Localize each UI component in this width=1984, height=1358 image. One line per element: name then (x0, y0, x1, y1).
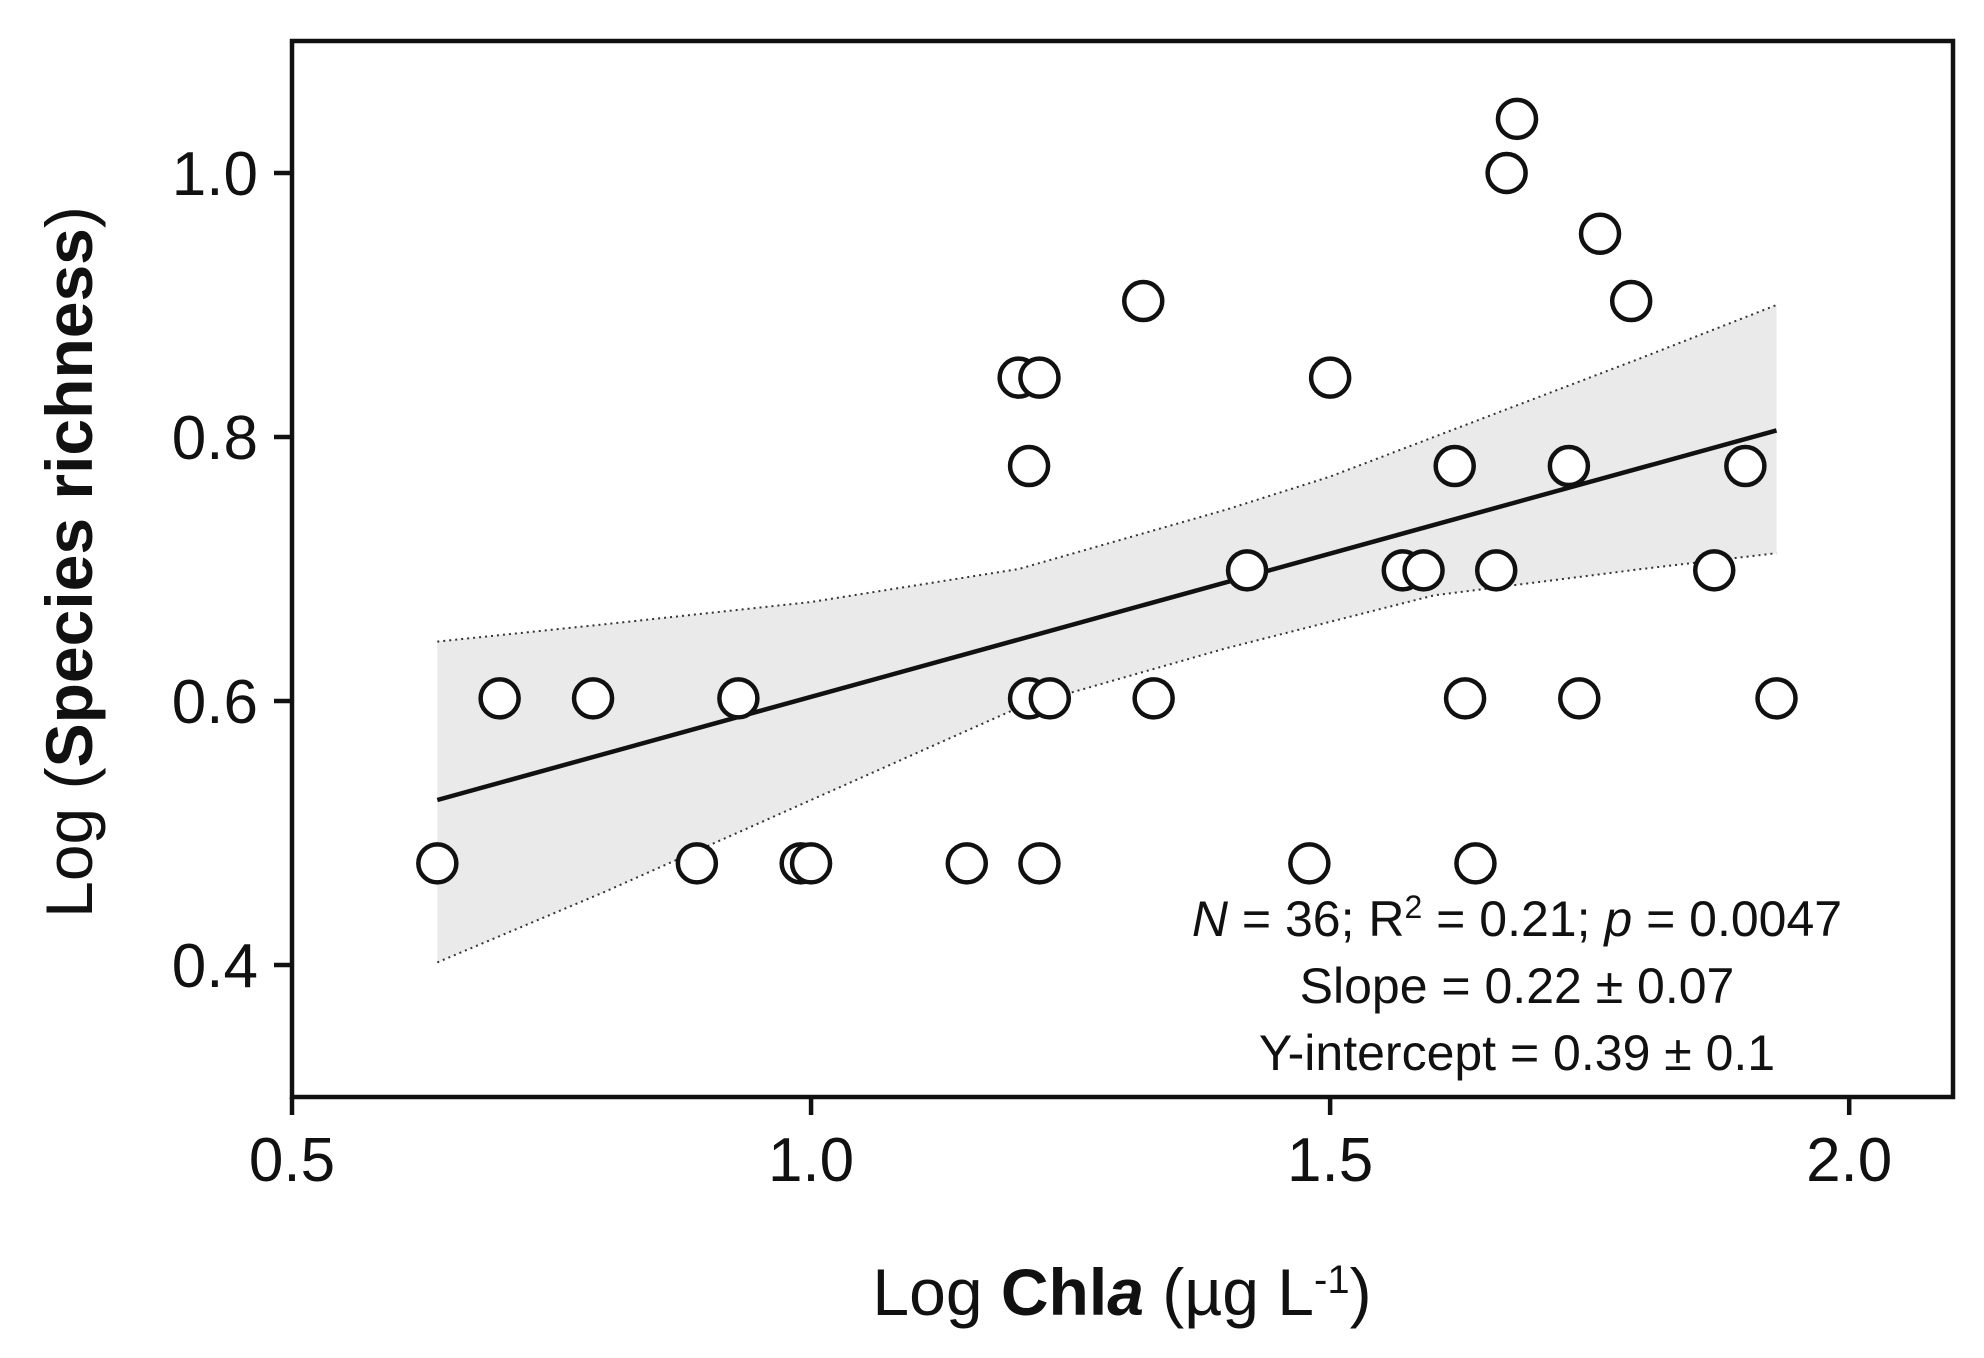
data-point (571, 677, 615, 720)
data-point (1755, 677, 1798, 720)
y-tick-label: 0.6 (172, 668, 258, 737)
x-axis-title-bold: Chl (1001, 1255, 1107, 1329)
data-point (1578, 212, 1622, 255)
data-point (1443, 677, 1487, 720)
data-point (1225, 549, 1269, 592)
y-axis-title: Log (Species richness) (32, 206, 106, 918)
data-point (478, 677, 521, 720)
stats-p-label: p (1602, 891, 1632, 947)
x-tick-label: 0.5 (249, 1126, 335, 1195)
data-point (1132, 677, 1175, 720)
data-point (1485, 151, 1528, 195)
data-point (789, 842, 833, 885)
x-axis-title-prefix: Log (872, 1255, 1000, 1329)
data-point (717, 677, 760, 720)
data-point (675, 842, 719, 885)
stats-n-value: = 36; R (1228, 891, 1405, 947)
data-point (1495, 97, 1539, 141)
data-point (1474, 549, 1518, 592)
data-point (1692, 549, 1736, 592)
plot-area (416, 97, 1798, 964)
y-tick-label: 0.4 (172, 932, 258, 1001)
x-axis-title-suffix: (µg L (1144, 1255, 1314, 1329)
data-point (416, 842, 459, 885)
data-point (1018, 842, 1061, 885)
data-point (945, 842, 989, 885)
x-axis-title-close: ) (1350, 1255, 1372, 1329)
y-tick-label: 0.8 (172, 404, 258, 473)
stats-line-2: Slope = 0.22 ± 0.07 (1300, 958, 1735, 1014)
confidence-band-upper (437, 304, 1777, 643)
y-axis-title-prefix: Log ( (32, 767, 106, 917)
regression-line (436, 428, 1778, 803)
x-tick-label: 1.5 (1287, 1126, 1373, 1195)
x-axis-title: Log Chla (µg L-1) (872, 1255, 1371, 1329)
data-point (1122, 279, 1165, 323)
data-point (1433, 444, 1476, 488)
y-tick-label: 1.0 (172, 140, 258, 209)
y-axis-title-suffix: ) (32, 206, 106, 228)
data-point (1558, 677, 1601, 720)
data-point (1007, 444, 1051, 488)
data-point (1724, 444, 1767, 488)
stats-n-label: N (1192, 891, 1229, 947)
stats-line-3: Y-intercept = 0.39 ± 0.1 (1259, 1025, 1775, 1081)
stats-line-1: N = 36; R2 = 0.21; p = 0.0047 (1192, 889, 1842, 947)
y-axis-title-bold: Species richness (32, 228, 106, 767)
data-point (1028, 677, 1072, 720)
x-axis-title-bold-italic: a (1107, 1255, 1144, 1329)
stats-r2-superscript: 2 (1404, 889, 1422, 925)
data-point (1402, 549, 1445, 592)
axes: 0.5 1.0 1.5 2.0 0.4 0.6 0.8 1.0 (172, 38, 1956, 1195)
x-axis-title-superscript: -1 (1314, 1258, 1350, 1302)
data-point (1288, 842, 1331, 885)
confidence-band (437, 305, 1777, 963)
data-point (1609, 279, 1653, 323)
statistics-annotation: N = 36; R2 = 0.21; p = 0.0047 Slope = 0.… (1192, 889, 1842, 1081)
plot-frame (289, 38, 1956, 1100)
x-tick-label: 1.0 (768, 1126, 854, 1195)
data-point (1547, 444, 1591, 488)
data-point (1018, 356, 1061, 399)
x-tick-label: 2.0 (1806, 1126, 1892, 1195)
stats-r2-value: = 0.21; (1422, 891, 1604, 947)
stats-p-value: = 0.0047 (1632, 891, 1842, 947)
data-point (1454, 842, 1497, 885)
data-point (1308, 356, 1352, 399)
